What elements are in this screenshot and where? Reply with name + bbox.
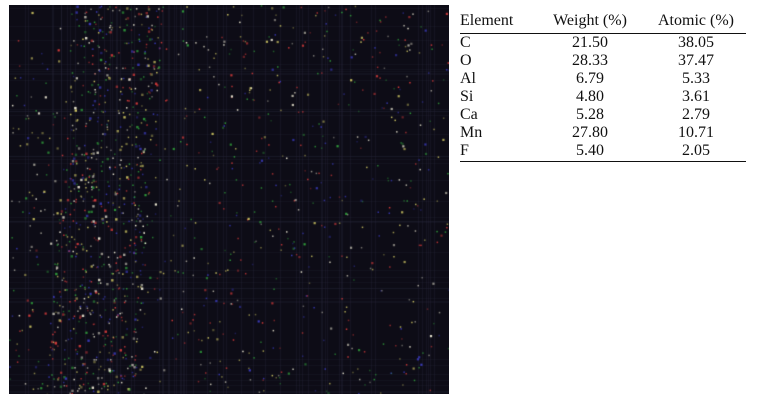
cell-weight: 21.50: [572, 34, 608, 51]
header-weight: Weight (%): [534, 12, 646, 34]
cell-atomic: 3.61: [682, 88, 710, 105]
table-row: Al 6.79 5.33: [460, 70, 746, 88]
table-header-row: Element Weight (%) Atomic (%): [460, 12, 746, 34]
cell-weight: 5.28: [576, 106, 604, 123]
cell-atomic: 2.79: [682, 106, 710, 123]
cell-weight: 28.33: [572, 52, 608, 69]
cell-element: O: [460, 52, 472, 69]
cell-element: Mn: [460, 124, 483, 141]
cell-atomic: 37.47: [678, 52, 714, 69]
header-atomic: Atomic (%): [646, 12, 746, 34]
table-row: F 5.40 2.05: [460, 142, 746, 162]
table-row: O 28.33 37.47: [460, 52, 746, 70]
eds-map-canvas: [9, 5, 449, 394]
cell-element: Si: [460, 88, 474, 105]
table-row: C 21.50 38.05: [460, 34, 746, 53]
cell-atomic: 5.33: [682, 70, 710, 87]
cell-atomic: 10.71: [678, 124, 714, 141]
cell-weight: 4.80: [576, 88, 604, 105]
cell-weight: 6.79: [576, 70, 604, 87]
table-row: Si 4.80 3.61: [460, 88, 746, 106]
composition-table: Element Weight (%) Atomic (%) C 21.50 38…: [460, 12, 746, 162]
cell-atomic: 38.05: [678, 34, 714, 51]
cell-atomic: 2.05: [646, 142, 746, 162]
cell-weight: 5.40: [534, 142, 646, 162]
cell-element: Al: [460, 70, 476, 87]
table-row: Ca 5.28 2.79: [460, 106, 746, 124]
cell-element: F: [460, 142, 534, 162]
header-element: Element: [460, 12, 534, 34]
cell-weight: 27.80: [572, 124, 608, 141]
eds-elemental-map: [9, 5, 449, 394]
cell-element: C: [460, 34, 471, 51]
table-row: Mn 27.80 10.71: [460, 124, 746, 142]
cell-element: Ca: [460, 106, 478, 123]
